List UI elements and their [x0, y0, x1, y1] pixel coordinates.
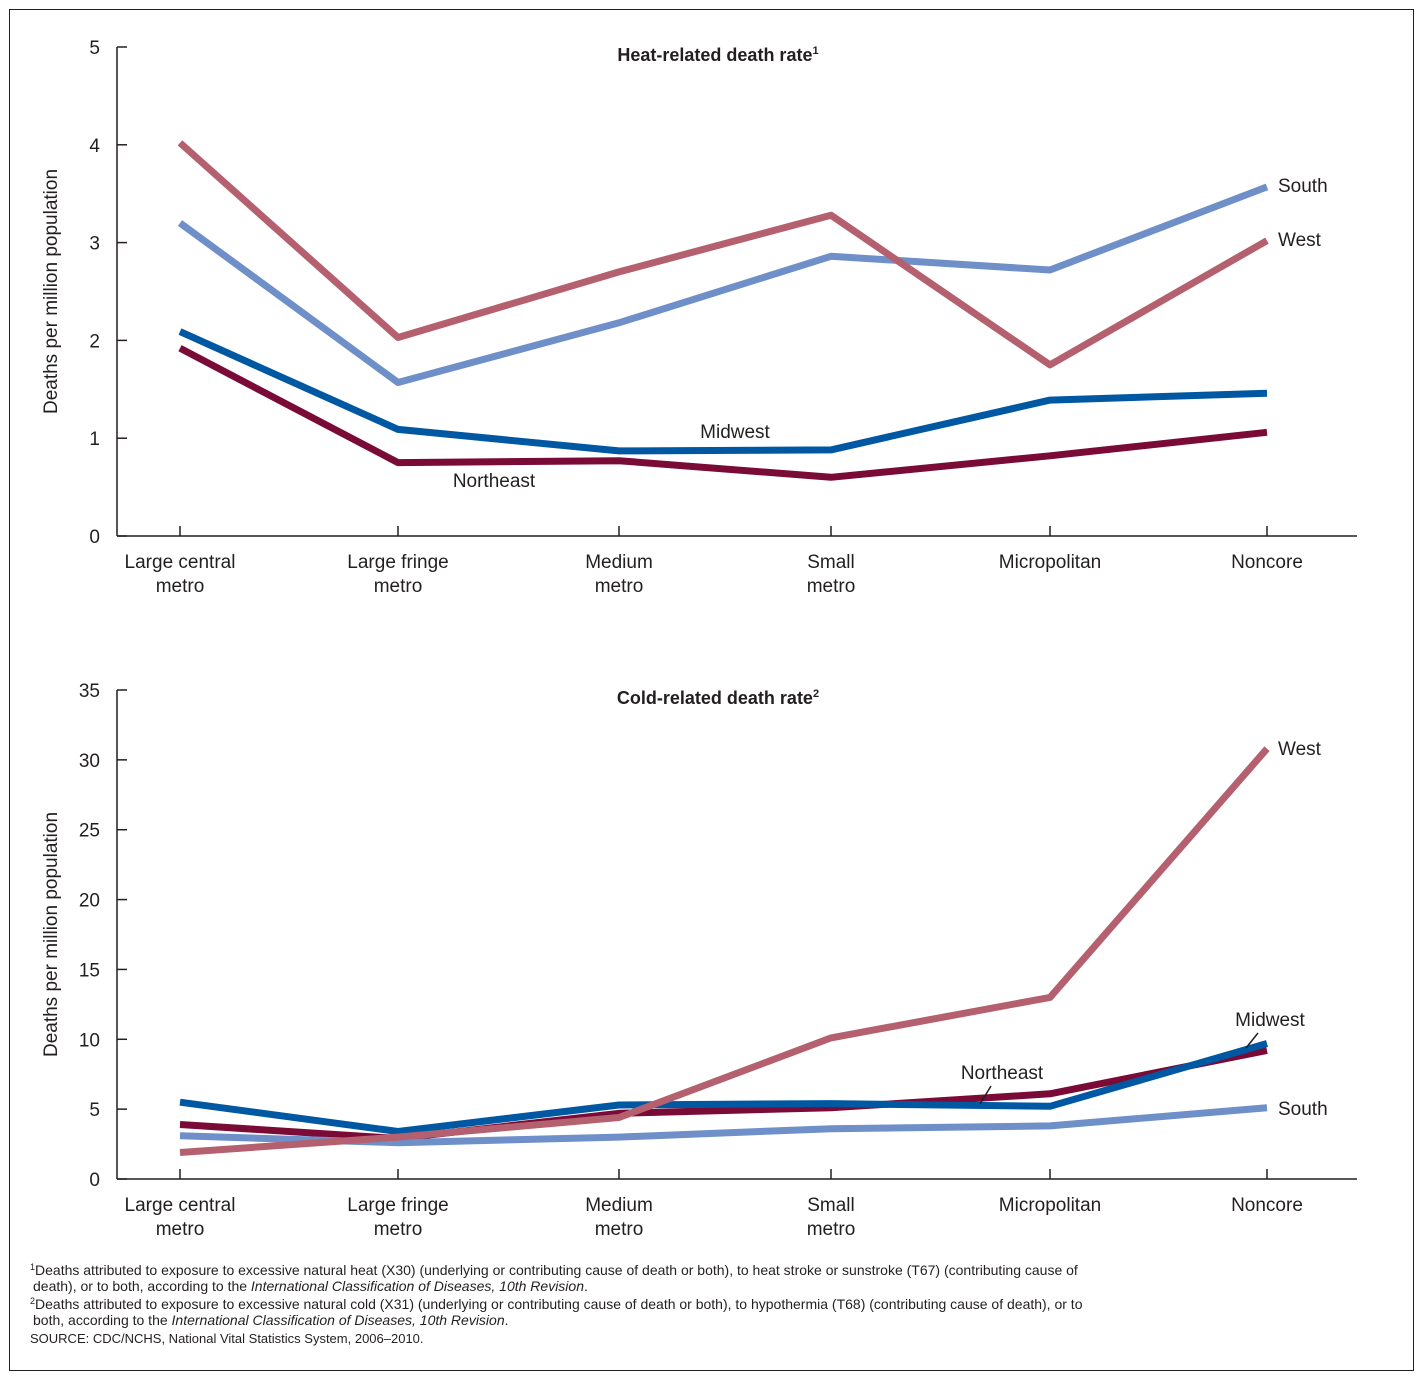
footnote-1-line1: Deaths attributed to exposure to excessi… [35, 1262, 1078, 1278]
footnote-2-line2-italic: International Classification of Diseases… [171, 1312, 505, 1328]
x-tick-label: Small [807, 552, 855, 573]
y-axis-label: Deaths per million population [41, 812, 62, 1057]
chart-title: Heat-related death rate1 [617, 45, 818, 65]
y-tick-label: 15 [79, 960, 100, 981]
y-tick-label: 3 [89, 234, 100, 255]
series-line-midwest [179, 1040, 1268, 1135]
x-tick-label: Micropolitan [999, 552, 1101, 573]
series-label-west: West [1278, 739, 1322, 760]
chart-1: 0 1 2 3 4 5 Large central metro Large fringe metr… [41, 38, 1357, 597]
y-tick-label: 5 [89, 38, 100, 59]
x-tick-label: Medium [585, 552, 653, 573]
x-tick-label: metro [374, 1219, 423, 1240]
x-tick-label: metro [156, 1219, 205, 1240]
y-tick-label: 0 [89, 527, 100, 548]
footnote-1: 1Deaths attributed to exposure to excess… [30, 1262, 1078, 1294]
y-tick-label: 4 [89, 136, 100, 157]
x-tick-label: Large fringe [347, 1195, 448, 1216]
chart-title: Cold-related death rate2 [617, 688, 819, 708]
footnote-2-line2-post: . [504, 1312, 509, 1328]
series-line-west [177, 140, 1269, 369]
x-tick-label: Noncore [1231, 552, 1303, 573]
footnote-1-line2-post: . [583, 1278, 588, 1294]
x-tick-label: Micropolitan [999, 1195, 1101, 1216]
footnote-1-line2-italic: International Classification of Diseases… [250, 1278, 584, 1294]
x-tick-label: Small [807, 1195, 855, 1216]
series-label-midwest: Midwest [1235, 1010, 1305, 1031]
y-axis-label: Deaths per million population [41, 169, 62, 414]
x-tick-label: metro [807, 576, 856, 597]
x-tick-label: Medium [585, 1195, 653, 1216]
series-label-south: South [1278, 1099, 1328, 1120]
x-tick-label: metro [374, 576, 423, 597]
figure-frame [9, 9, 1414, 1371]
series-line-south [177, 183, 1269, 386]
x-tick-label: metro [595, 576, 644, 597]
y-tick-label: 2 [89, 331, 100, 352]
x-tick-label: Large fringe [347, 552, 448, 573]
series-label-northeast: Northeast [453, 471, 536, 492]
series-label-midwest: Midwest [700, 422, 770, 443]
y-tick-label: 35 [79, 681, 100, 702]
x-tick-label: Large central [125, 552, 236, 573]
chart-title-footnote-mark: 2 [813, 688, 819, 700]
footnote-1-mark: 1 [30, 1262, 36, 1272]
footnote-2-line2-pre: both, according to the [33, 1312, 172, 1328]
x-tick-label: Large central [125, 1195, 236, 1216]
series-line-midwest [178, 328, 1268, 455]
y-tick-label: 25 [79, 821, 100, 842]
footnote-1-line2-pre: death), or to both, according to the [33, 1278, 251, 1294]
label-leader-line [979, 1085, 992, 1105]
y-tick-label: 0 [89, 1170, 100, 1191]
x-tick-label: Noncore [1231, 1195, 1303, 1216]
label-leader-line [1245, 1032, 1259, 1049]
source-note: SOURCE: CDC/NCHS, National Vital Statist… [30, 1331, 424, 1346]
series-label-northeast: Northeast [961, 1063, 1044, 1084]
series-line-west [179, 746, 1270, 1156]
series-label-west: West [1278, 230, 1322, 251]
footnote-2: 2Deaths attributed to exposure to excess… [30, 1296, 1082, 1328]
chart-2: 0 5 10 15 20 25 30 35 Large central metro Large fr… [41, 681, 1357, 1240]
footnote-2-line1: Deaths attributed to exposure to excessi… [35, 1296, 1083, 1312]
y-tick-label: 20 [79, 891, 100, 912]
chart-title-footnote-mark: 1 [812, 45, 818, 57]
series-line-northeast [178, 345, 1268, 481]
y-tick-label: 10 [79, 1030, 100, 1051]
footnote-2-mark: 2 [30, 1296, 36, 1306]
x-tick-label: metro [595, 1219, 644, 1240]
y-tick-label: 30 [79, 751, 100, 772]
x-tick-label: metro [807, 1219, 856, 1240]
y-tick-label: 1 [89, 429, 100, 450]
series-label-south: South [1278, 176, 1328, 197]
y-tick-label: 5 [89, 1100, 100, 1121]
x-tick-label: metro [156, 576, 205, 597]
